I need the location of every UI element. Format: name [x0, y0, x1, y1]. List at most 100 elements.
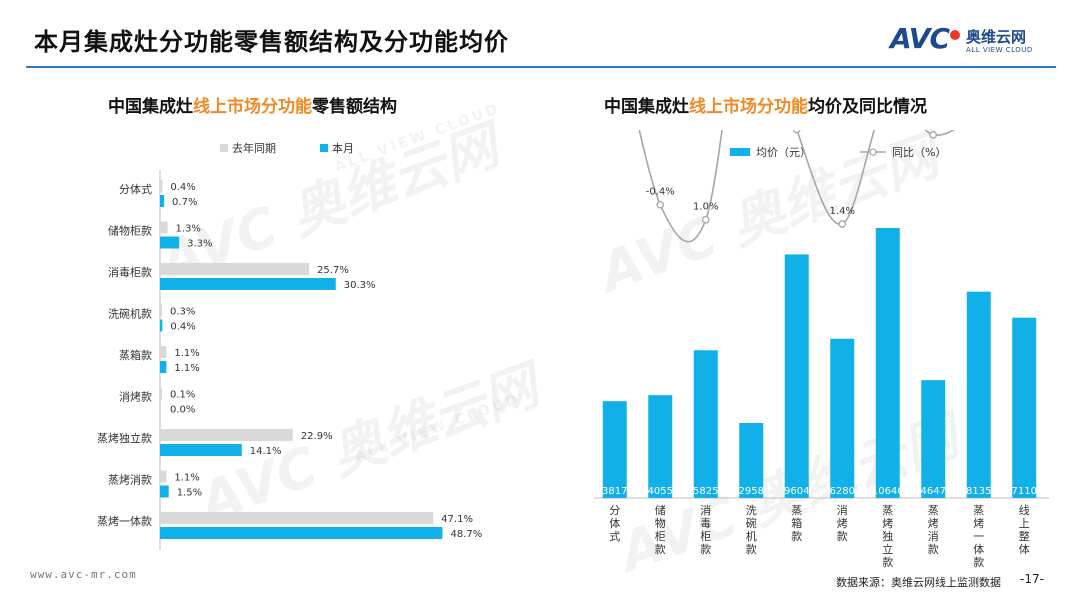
category-label: 储物柜款 [655, 503, 666, 556]
bar [739, 422, 764, 498]
right-chart-title: 中国集成灶线上市场分功能均价及同比情况 [604, 92, 927, 117]
data-label: 0.4% [170, 322, 195, 333]
data-label: 22.9% [301, 431, 333, 442]
right-chart-title-highlight: 线上市场分功能 [689, 97, 808, 117]
data-label: 1.1% [174, 473, 199, 484]
bar-value-label: 9604 [784, 486, 809, 497]
yoy-label: -0.4% [646, 187, 675, 198]
category-label: 蒸烤一体款 [97, 514, 152, 528]
yoy-label: 1.0% [693, 202, 718, 213]
yoy-point [838, 220, 847, 228]
category-label: 蒸箱款 [119, 348, 152, 362]
brand-en: ALL VIEW CLOUD [966, 46, 1033, 54]
bar-value-label: 8135 [966, 486, 991, 497]
data-label: 1.1% [174, 363, 199, 374]
brand-cn: 奥维云网 [966, 28, 1027, 46]
right-chart-title-prefix: 中国集成灶 [604, 97, 689, 117]
right-chart-title-suffix: 均价及同比情况 [808, 97, 927, 117]
bar [160, 485, 169, 498]
bar [160, 263, 310, 275]
data-label: 0.4% [170, 182, 195, 193]
legend-swatch [320, 144, 328, 152]
category-label: 蒸烤消款 [108, 473, 152, 487]
legend-label: 均价（元） [756, 146, 811, 159]
bar [160, 470, 167, 483]
bar-value-label: 4647 [921, 486, 946, 497]
data-label: 3.3% [187, 239, 212, 250]
category-label: 储物柜款 [108, 224, 152, 238]
bar [160, 180, 163, 192]
category-label: 蒸烤独立款 [882, 504, 893, 569]
category-label: 蒸烤一体款 [973, 504, 984, 569]
bar-value-label: 7110 [1012, 486, 1037, 497]
left-chart-title-prefix: 中国集成灶 [108, 97, 193, 117]
yoy-point [656, 200, 665, 209]
bar [160, 221, 168, 234]
legend-label: 同比（%） [892, 146, 946, 159]
bar-value-label: 10646 [872, 486, 904, 497]
bar [830, 338, 855, 498]
bar [784, 254, 809, 498]
footer-source: 数据来源：奥维云网线上监测数据 [836, 576, 1001, 589]
legend-swatch [730, 148, 750, 156]
bar-value-label: 4055 [648, 486, 673, 497]
bar [160, 429, 293, 441]
bar-value-label: 5825 [693, 486, 718, 497]
bar [160, 512, 434, 524]
data-label: 1.3% [176, 224, 201, 235]
bar [875, 228, 900, 498]
category-label: 蒸烤独立款 [97, 431, 152, 445]
bar [648, 395, 673, 498]
bar [160, 236, 180, 249]
yoy-point [792, 130, 801, 134]
category-label: 洗碗机款 [746, 504, 757, 556]
brand-dot [950, 30, 960, 40]
data-label: 1.5% [177, 488, 202, 499]
category-label: 线上整体 [1019, 503, 1030, 556]
page-title: 本月集成灶分功能零售额结构及分功能均价 [34, 28, 509, 56]
bar [693, 350, 718, 498]
legend-swatch [220, 144, 228, 152]
footer-url: www.avc-mr.com [30, 568, 137, 581]
bar-value-label: 2958 [739, 486, 764, 497]
data-label: 0.7% [172, 197, 197, 208]
category-label: 蒸烤消款 [928, 504, 939, 556]
data-label: 0.3% [170, 307, 195, 318]
bar [602, 401, 627, 498]
data-label: 0.0% [170, 405, 195, 416]
category-label: 消毒柜款 [700, 503, 711, 556]
category-label: 消毒柜款 [108, 265, 152, 279]
bar-value-label: 6280 [830, 486, 855, 497]
bar [160, 278, 336, 290]
brand-logo: AVC 奥维云网 ALL VIEW CLOUD [854, 22, 1054, 58]
category-label: 蒸箱款 [791, 504, 802, 543]
bar [160, 387, 162, 400]
category-label: 消烤款 [837, 503, 848, 543]
category-label: 分体式 [609, 504, 620, 543]
bar [160, 304, 162, 317]
data-label: 30.3% [344, 280, 376, 291]
yoy-line [638, 130, 956, 243]
legend-label: 去年同期 [232, 141, 276, 155]
bar [1012, 317, 1037, 498]
data-label: 14.1% [250, 446, 282, 457]
bar [921, 380, 946, 498]
bar [160, 361, 167, 373]
data-label: 1.1% [174, 348, 199, 359]
left-chart-title-suffix: 零售额结构 [312, 97, 397, 117]
bar [966, 291, 991, 498]
category-label: 分体式 [119, 182, 152, 196]
legend-marker [869, 148, 877, 156]
yoy-label: 1.4% [830, 206, 855, 217]
header-divider [26, 66, 1056, 68]
yoy-point [929, 131, 938, 139]
left-chart-title: 中国集成灶线上市场分功能零售额结构 [108, 92, 397, 117]
data-label: 48.7% [450, 529, 482, 540]
data-label: 47.1% [441, 514, 473, 525]
bar [160, 319, 163, 332]
bar [160, 444, 242, 456]
price-combo-chart: 均价（元） 同比（%） 3817 4055 5825 2958 9604 6280 10646 4… [594, 130, 1049, 569]
brand-logo-text: AVC [890, 22, 950, 55]
left-chart-title-highlight: 线上市场分功能 [193, 97, 312, 117]
bar-value-label: 3817 [602, 486, 627, 497]
